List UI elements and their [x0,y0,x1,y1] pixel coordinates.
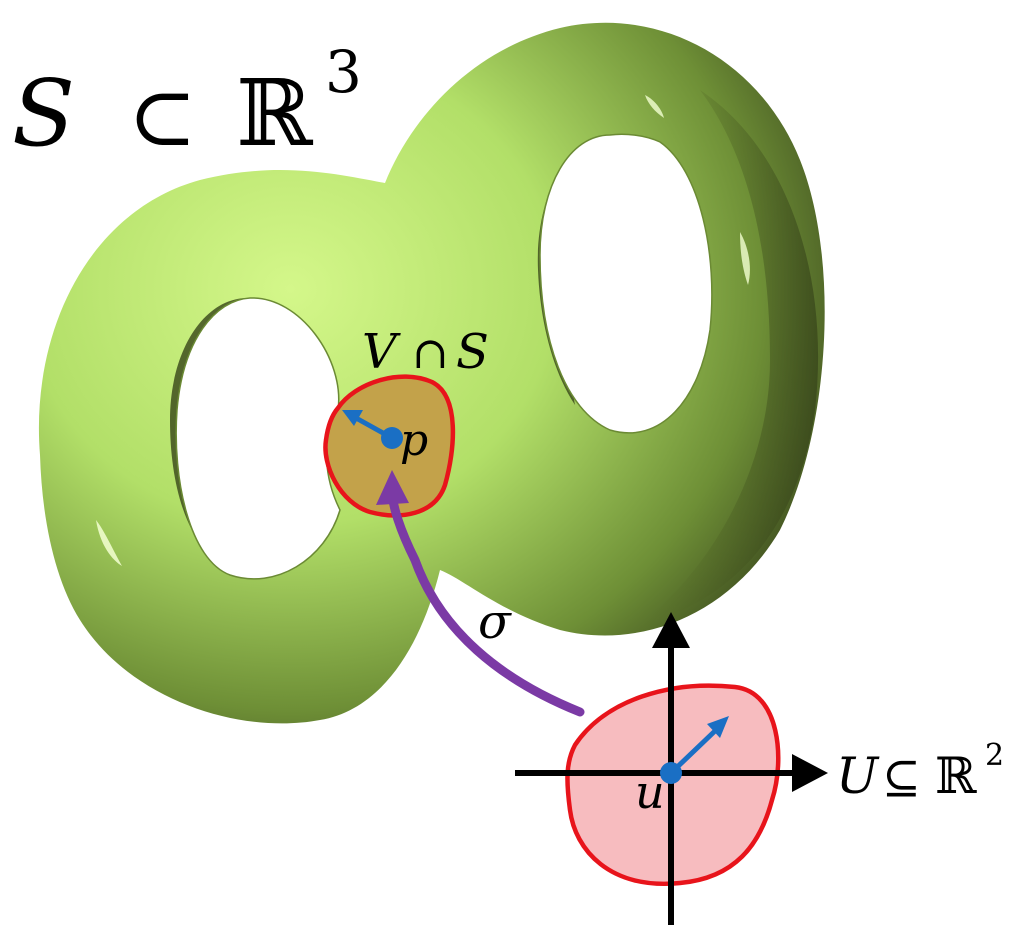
tangent-vector-u-head [707,716,729,738]
label-sigma: σ [478,594,512,650]
label-subset: ⊂ [128,70,197,165]
left-hole [175,297,341,580]
point-p [381,427,403,449]
vertical-axis-head [652,612,690,648]
sigma-arrow-head [376,470,409,505]
label-U: U [836,747,880,805]
label-S-patch: S [456,324,489,380]
right-hole [539,133,713,434]
label-surface-S: S [12,60,75,167]
label-p: p [400,415,428,466]
label-exp-3: 3 [325,38,362,106]
label-real-R2: ℝ [935,747,977,805]
horizontal-axis-head [792,754,828,792]
sigma-arrow [387,485,585,717]
label-exp-2: 2 [985,738,1004,773]
label-cap: ∩ [412,328,449,379]
label-subseteq: ⊆ [882,750,921,804]
tangent-vector-p-head [342,410,363,426]
point-u [660,762,682,784]
label-V: V [362,324,401,380]
label-u: u [635,765,665,819]
label-real-R3: ℝ [236,60,314,167]
